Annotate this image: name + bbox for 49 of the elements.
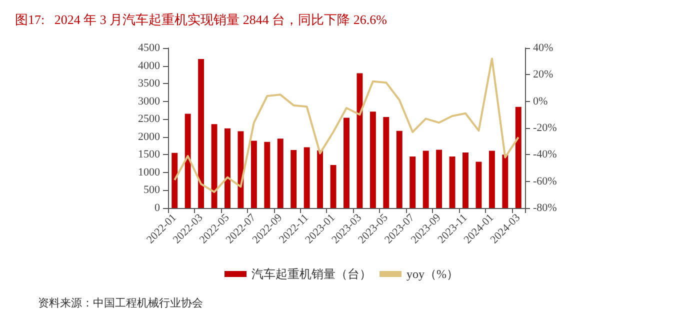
bar [211,124,218,208]
y-tick-label: 2500 [138,113,160,126]
bar [290,150,297,208]
bar [184,114,191,208]
y-tick-label: 3000 [138,95,160,108]
y-tick-label: 1000 [138,166,160,178]
y2-tick-label: 0% [533,95,548,108]
bar [396,130,402,208]
line-series [174,58,520,193]
y2-tick-label: -80% [533,202,557,214]
y2-tick-label: -40% [533,148,557,161]
bar [330,164,336,208]
bar [502,154,508,208]
bar [462,152,468,208]
y-tick-label: 4500 [138,42,160,54]
bar [304,147,310,208]
y-tick-label: 3500 [138,78,160,90]
bar [317,150,324,208]
y-tick-label: 1500 [138,148,160,161]
legend-label: yoy（%） [406,267,458,281]
chart-title: 图17: 2024 年 3 月汽车起重机实现销量 2844 台，同比下降 26.6% [15,12,388,27]
bar [224,128,230,208]
y2-tick-label: -60% [533,175,557,188]
bar [264,142,270,208]
bar [356,73,363,208]
bar [449,156,456,208]
bar [344,118,350,208]
y-tick-label: 2000 [138,130,160,143]
bar [172,152,178,208]
y2-tick-label: 40% [533,42,554,54]
bar [476,162,482,208]
y2-tick-label: 20% [533,68,554,81]
bar [277,138,284,208]
y-tick-label: 4000 [138,60,160,72]
y-tick-label: 500 [144,184,160,196]
bar [198,59,204,208]
bar [410,156,416,208]
bar [515,106,522,208]
bar [370,112,376,208]
y-tick-label: 0 [154,202,160,214]
bar [422,150,429,208]
bar [436,150,442,208]
bar [383,116,390,208]
bar [250,140,257,208]
y2-tick-label: -20% [533,122,557,134]
bar [488,150,495,208]
legend-label: 汽车起重机销量（台） [252,267,372,281]
text: 资料来源：中国工程机械行业协会 [38,296,203,310]
bar [238,131,244,208]
